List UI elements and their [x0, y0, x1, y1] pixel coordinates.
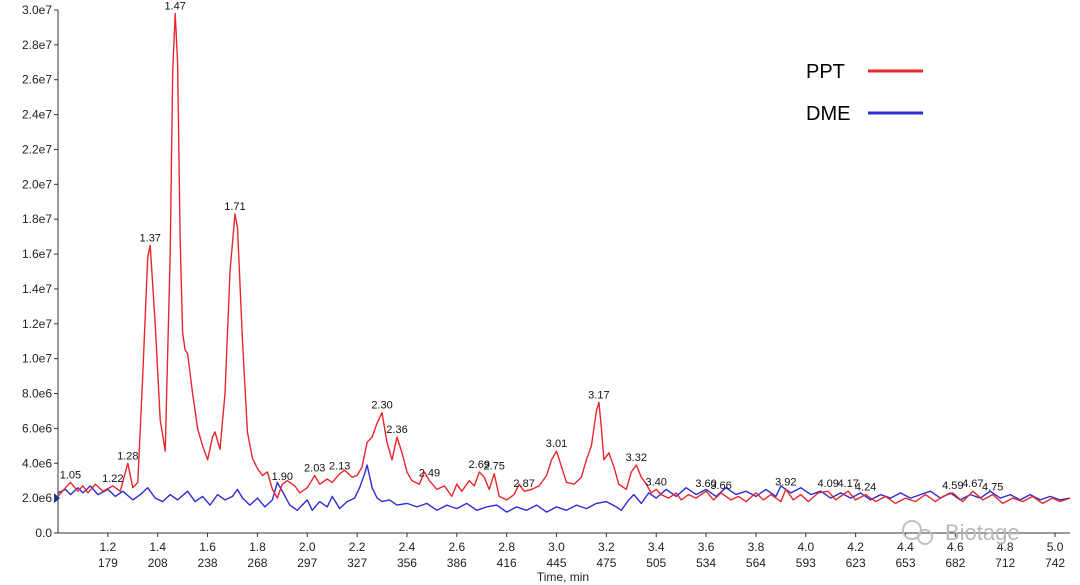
- scan-tick-label: 445: [547, 556, 567, 570]
- y-tick-label: 1.8e7: [22, 212, 52, 226]
- peak-label: 4.59: [942, 480, 963, 492]
- y-tick-label: 2.0e7: [22, 177, 52, 191]
- y-tick-label: 6.0e6: [22, 421, 52, 435]
- series-line-ppt: [57, 12, 1071, 505]
- peak-label: 4.67: [962, 478, 983, 490]
- peak-label: 2.75: [483, 461, 504, 473]
- peak-labels: 1.05 1.22 1.28 1.37 1.47 1.71 1.90 2.03 2.13 2.30…: [60, 0, 1004, 493]
- peak-label: 1.28: [117, 450, 138, 462]
- legend-label: DME: [806, 103, 850, 125]
- peak-label: 4.09: [818, 478, 839, 490]
- scan-tick-label: 742: [1045, 556, 1065, 570]
- peak-label: 2.87: [513, 478, 534, 490]
- peak-label: 2.36: [386, 424, 407, 436]
- scan-tick-label: 564: [746, 556, 766, 570]
- peak-label: 3.01: [546, 438, 567, 450]
- baseline-marker: [54, 493, 60, 504]
- peak-label: 1.22: [102, 473, 123, 485]
- peak-label: 1.05: [60, 469, 81, 481]
- x-tick-label: 3.2: [598, 540, 615, 554]
- x-tick-label: 1.2: [100, 540, 117, 554]
- x-tick-label: 4.0: [797, 540, 814, 554]
- scan-tick-label: 238: [198, 556, 218, 570]
- peak-label: 1.37: [140, 232, 161, 244]
- series-line-dme: [57, 464, 1071, 513]
- peak-label: 4.17: [837, 478, 858, 490]
- peak-label: 3.60: [695, 478, 716, 490]
- scan-tick-label: 505: [646, 556, 666, 570]
- y-tick-label: 2.8e7: [22, 38, 52, 52]
- y-tick-label: 2.2e7: [22, 142, 52, 156]
- series-layer: [57, 12, 1071, 513]
- peak-label: 3.32: [626, 452, 647, 464]
- scan-tick-label: 268: [247, 556, 267, 570]
- peak-label: 3.17: [588, 389, 609, 401]
- x-axis-title: Time, min: [537, 570, 589, 584]
- scan-tick-label: 386: [447, 556, 467, 570]
- scan-tick-label: 179: [98, 556, 118, 570]
- peak-label: 2.69: [469, 459, 490, 471]
- scan-tick-label: 682: [945, 556, 965, 570]
- scan-tick-label: 327: [347, 556, 367, 570]
- peak-label: 3.66: [710, 480, 731, 492]
- scan-tick-label: 416: [497, 556, 517, 570]
- y-tick-label: 2.6e7: [22, 73, 52, 87]
- peak-label: 4.24: [855, 482, 876, 494]
- y-tick-label: 1.0e7: [22, 352, 52, 366]
- y-tick-label: 8.0e6: [22, 387, 52, 401]
- axes: 0.0 2.0e6 4.0e6 6.0e6 8.0e6 1.0e7 1.2e7 1.4e7 1.…: [22, 3, 1070, 570]
- y-tick-label: 2.4e7: [22, 108, 52, 122]
- x-tick-label: 1.6: [199, 540, 216, 554]
- x-tick-label: 4.6: [947, 540, 964, 554]
- peak-label: 2.13: [329, 461, 350, 473]
- scan-tick-label: 534: [696, 556, 716, 570]
- peak-label: 2.30: [371, 400, 392, 412]
- x-tick-label: 2.8: [498, 540, 515, 554]
- x-tick-label: 3.6: [698, 540, 715, 554]
- x-tick-label: 3.0: [548, 540, 565, 554]
- legend-label: PPT: [806, 61, 845, 83]
- watermark: Biotage: [902, 520, 1020, 545]
- y-tick-label: 1.2e7: [22, 317, 52, 331]
- scan-tick-label: 208: [148, 556, 168, 570]
- y-tick-label: 4.0e6: [22, 456, 52, 470]
- y-tick-label: 1.4e7: [22, 282, 52, 296]
- x-tick-label: 4.8: [997, 540, 1014, 554]
- y-tick-label: 0.0: [35, 526, 52, 540]
- x-tick-label: 2.6: [448, 540, 465, 554]
- peak-label: 1.47: [164, 0, 185, 12]
- scan-tick-label: 475: [596, 556, 616, 570]
- x-tick-label: 3.8: [748, 540, 765, 554]
- x-tick-label: 4.4: [897, 540, 914, 554]
- x-tick-label: 2.4: [399, 540, 416, 554]
- x-tick-label: 4.2: [847, 540, 864, 554]
- peak-label: 2.49: [419, 468, 440, 480]
- scan-tick-label: 623: [846, 556, 866, 570]
- x-tick-label: 3.4: [648, 540, 665, 554]
- wechat-icon: [902, 520, 922, 540]
- x-tick-label: 2.0: [299, 540, 316, 554]
- peak-label: 1.90: [272, 471, 293, 483]
- watermark-text: Biotage: [945, 520, 1020, 545]
- peak-label: 3.40: [646, 476, 667, 488]
- scan-tick-label: 297: [297, 556, 317, 570]
- peak-label: 2.03: [304, 462, 325, 474]
- scan-tick-label: 712: [995, 556, 1015, 570]
- wechat-icon-bubble: [917, 529, 933, 545]
- y-tick-label: 2.0e6: [22, 491, 52, 505]
- peak-label: 3.92: [775, 476, 796, 488]
- scan-tick-label: 653: [895, 556, 915, 570]
- x-tick-label: 5.0: [1047, 540, 1064, 554]
- peak-label: 4.75: [982, 482, 1003, 494]
- y-tick-label: 3.0e7: [22, 3, 52, 17]
- legend: PPT DME: [806, 61, 923, 125]
- scan-tick-label: 356: [397, 556, 417, 570]
- peak-label: 1.71: [224, 201, 245, 213]
- y-tick-label: 1.6e7: [22, 247, 52, 261]
- scan-tick-label: 593: [796, 556, 816, 570]
- x-tick-label: 1.4: [149, 540, 166, 554]
- x-tick-label: 1.8: [249, 540, 266, 554]
- x-tick-label: 2.2: [349, 540, 366, 554]
